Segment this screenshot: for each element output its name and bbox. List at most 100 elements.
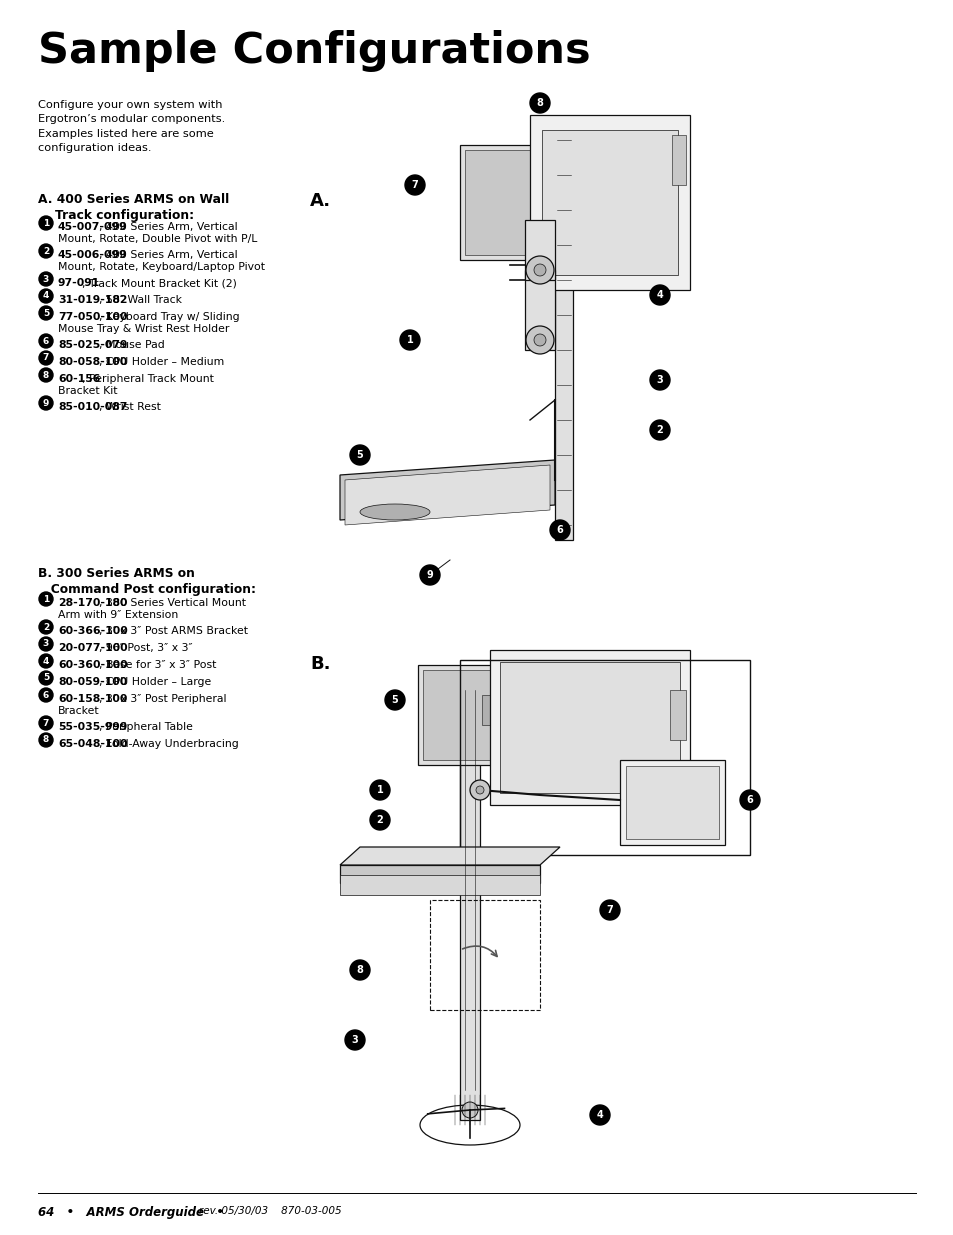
Text: 8: 8 — [43, 736, 49, 745]
Bar — [625, 766, 719, 839]
Ellipse shape — [359, 504, 430, 520]
Text: 7: 7 — [43, 719, 50, 727]
Text: 6: 6 — [746, 795, 753, 805]
Circle shape — [39, 655, 53, 668]
Circle shape — [525, 326, 554, 354]
Circle shape — [470, 781, 490, 800]
Text: 4: 4 — [656, 290, 662, 300]
Text: 3: 3 — [43, 274, 49, 284]
Text: 80-059-100: 80-059-100 — [58, 677, 127, 687]
Polygon shape — [345, 466, 550, 525]
Bar — [499, 662, 679, 793]
Text: 97-091: 97-091 — [58, 278, 100, 288]
Text: 55-035-999: 55-035-999 — [58, 722, 128, 732]
Bar — [669, 690, 685, 740]
Text: rev. 05/30/03    870-03-005: rev. 05/30/03 870-03-005 — [199, 1207, 341, 1216]
Text: Mouse Tray & Wrist Rest Holder: Mouse Tray & Wrist Rest Holder — [58, 324, 229, 333]
Bar — [481, 695, 492, 725]
Text: , 300 Series Vertical Mount: , 300 Series Vertical Mount — [98, 598, 245, 608]
Circle shape — [39, 216, 53, 230]
Circle shape — [550, 520, 569, 540]
Circle shape — [370, 810, 390, 830]
Bar — [422, 671, 493, 760]
Text: 60-158-100: 60-158-100 — [58, 694, 128, 704]
Circle shape — [39, 716, 53, 730]
Text: 20-077-100: 20-077-100 — [58, 643, 128, 653]
Circle shape — [39, 306, 53, 320]
Bar — [430, 900, 539, 1010]
Text: 4: 4 — [596, 1110, 602, 1120]
Text: 2: 2 — [376, 815, 383, 825]
Text: 8: 8 — [43, 370, 49, 379]
Text: 64   •   ARMS Orderguide   •: 64 • ARMS Orderguide • — [38, 1207, 236, 1219]
Circle shape — [740, 790, 760, 810]
Bar — [524, 220, 555, 280]
Text: 31-019-182: 31-019-182 — [58, 295, 128, 305]
Text: 45-007-099: 45-007-099 — [58, 222, 128, 232]
Circle shape — [39, 351, 53, 366]
Text: 7: 7 — [411, 180, 418, 190]
Circle shape — [419, 564, 439, 585]
Text: 60-360-100: 60-360-100 — [58, 659, 128, 671]
Text: 5: 5 — [356, 450, 363, 459]
Text: A. 400 Series ARMS on Wall
    Track configuration:: A. 400 Series ARMS on Wall Track configu… — [38, 193, 229, 222]
Circle shape — [39, 396, 53, 410]
Text: 1: 1 — [43, 219, 49, 227]
Text: 8: 8 — [536, 98, 543, 107]
Text: 4: 4 — [43, 291, 50, 300]
Circle shape — [525, 256, 554, 284]
Text: , 400 Series Arm, Vertical: , 400 Series Arm, Vertical — [98, 249, 237, 261]
Bar — [619, 760, 724, 845]
Circle shape — [39, 734, 53, 747]
Text: Arm with 9″ Extension: Arm with 9″ Extension — [58, 610, 178, 620]
Text: , Base for 3″ x 3″ Post: , Base for 3″ x 3″ Post — [98, 659, 215, 671]
Text: 2: 2 — [656, 425, 662, 435]
Bar — [464, 149, 544, 254]
Circle shape — [39, 592, 53, 606]
Text: Sample Configurations: Sample Configurations — [38, 30, 590, 72]
Text: A.: A. — [310, 191, 331, 210]
Polygon shape — [339, 847, 559, 864]
Text: , Track Mount Bracket Kit (2): , Track Mount Bracket Kit (2) — [82, 278, 237, 288]
Bar — [339, 864, 539, 883]
Circle shape — [39, 272, 53, 287]
Text: 5: 5 — [43, 673, 49, 683]
Text: 80-058-100: 80-058-100 — [58, 357, 127, 367]
Bar — [530, 115, 689, 290]
Bar — [459, 144, 550, 261]
Text: 85-025-079: 85-025-079 — [58, 340, 128, 350]
Text: 1: 1 — [376, 785, 383, 795]
Text: 3: 3 — [352, 1035, 358, 1045]
Bar — [541, 130, 678, 275]
Circle shape — [39, 368, 53, 382]
Text: 3: 3 — [656, 375, 662, 385]
Circle shape — [589, 1105, 609, 1125]
Circle shape — [39, 245, 53, 258]
Text: Bracket Kit: Bracket Kit — [58, 387, 117, 396]
Circle shape — [599, 900, 619, 920]
Text: Mount, Rotate, Keyboard/Laptop Pivot: Mount, Rotate, Keyboard/Laptop Pivot — [58, 262, 265, 272]
Circle shape — [649, 370, 669, 390]
Circle shape — [530, 93, 550, 112]
Text: 6: 6 — [556, 525, 563, 535]
Text: , Mouse Pad: , Mouse Pad — [98, 340, 164, 350]
Text: , 3″ x 3″ Post Peripheral: , 3″ x 3″ Post Peripheral — [98, 694, 226, 704]
Text: 60-366-100: 60-366-100 — [58, 626, 128, 636]
Text: 5: 5 — [392, 695, 398, 705]
Text: , CPU Holder – Medium: , CPU Holder – Medium — [98, 357, 224, 367]
Circle shape — [461, 1102, 477, 1118]
Text: 6: 6 — [43, 336, 49, 346]
Text: 28-170-180: 28-170-180 — [58, 598, 128, 608]
Bar — [524, 270, 555, 350]
Circle shape — [39, 671, 53, 685]
Text: 2: 2 — [43, 622, 49, 631]
Circle shape — [476, 785, 483, 794]
Bar — [459, 659, 749, 855]
Circle shape — [370, 781, 390, 800]
Circle shape — [405, 175, 424, 195]
Text: 1: 1 — [406, 335, 413, 345]
Text: 6: 6 — [43, 690, 49, 699]
Text: 2: 2 — [43, 247, 49, 256]
Text: 45-006-099: 45-006-099 — [58, 249, 128, 261]
Circle shape — [39, 637, 53, 651]
